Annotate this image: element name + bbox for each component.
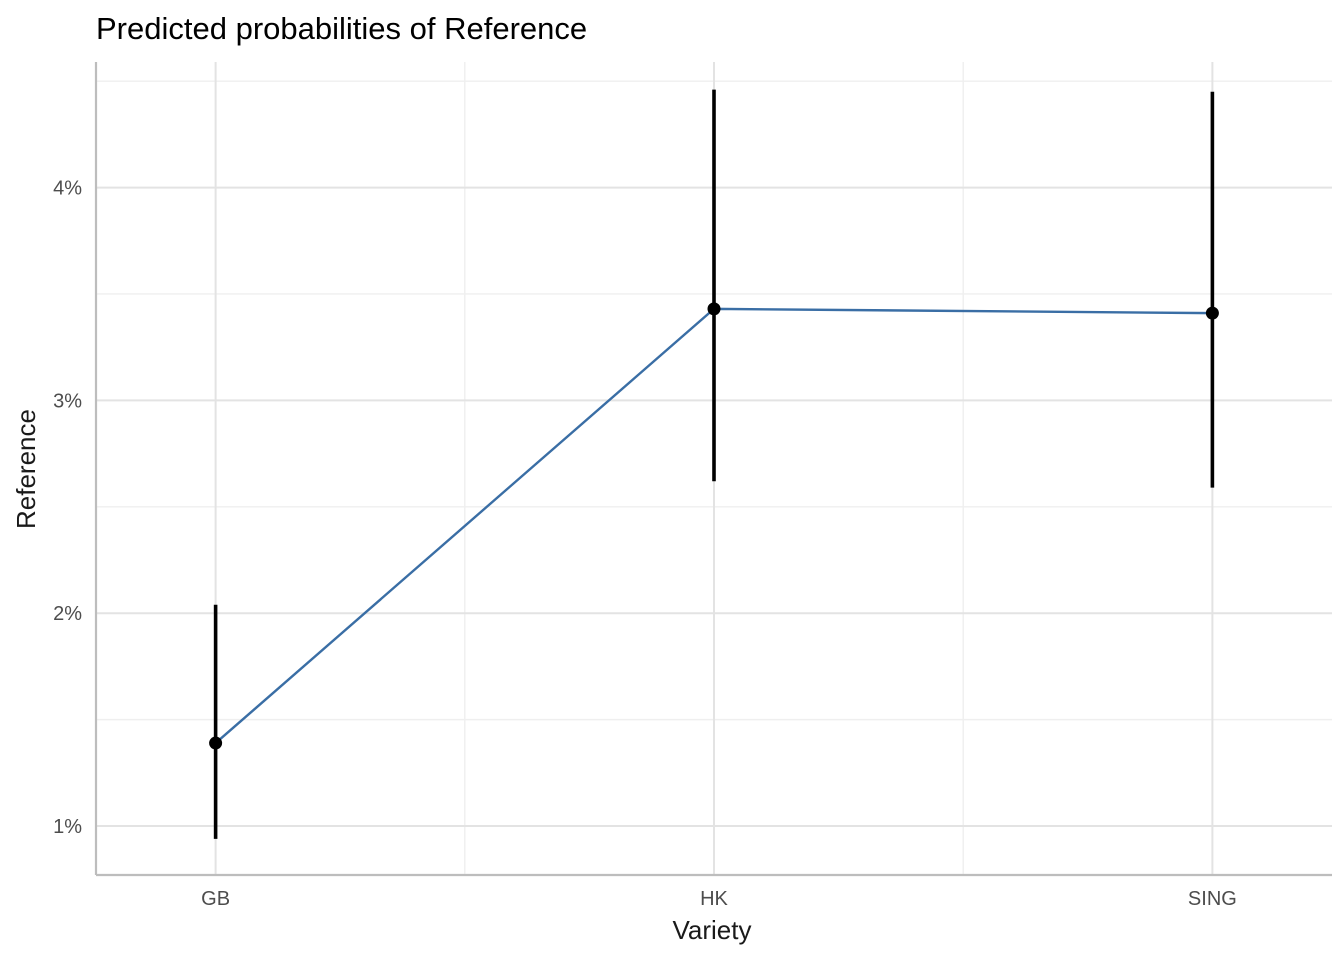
x-tick-label: SING: [1188, 888, 1237, 910]
tick-labels: 1% 2% 3% 4% GB HK SING: [53, 178, 1237, 910]
x-tick-label: GB: [201, 888, 230, 910]
x-axis-title: Variety: [673, 915, 752, 945]
data-point-hk: [707, 302, 721, 316]
marks: [209, 89, 1219, 839]
y-axis-title: Reference: [11, 409, 41, 529]
y-tick-label: 2%: [53, 603, 82, 625]
chart-title: Predicted probabilities of Reference: [96, 11, 587, 46]
y-tick-label: 4%: [53, 178, 82, 200]
y-tick-label: 1%: [53, 816, 82, 838]
y-tick-label: 3%: [53, 390, 82, 412]
data-point-sing: [1205, 306, 1219, 320]
axes: [94, 62, 1332, 877]
x-tick-label: HK: [700, 888, 728, 910]
data-point-gb: [209, 736, 223, 750]
